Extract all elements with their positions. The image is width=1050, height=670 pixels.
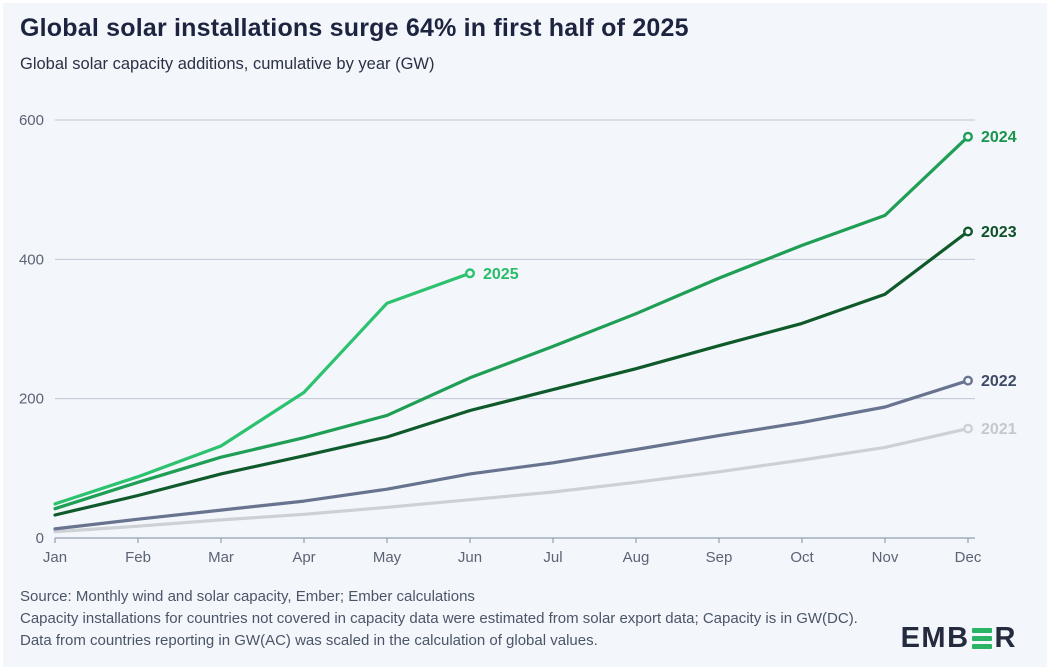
series-line-2024 bbox=[53, 135, 970, 511]
series-endpoint-2025 bbox=[465, 268, 476, 279]
y-tick-label-600: 600 bbox=[19, 112, 44, 129]
ember-logo-text-emb: EMB bbox=[900, 622, 970, 654]
x-tick-label-jul: Jul bbox=[543, 549, 562, 566]
chart-card: Global solar installations surge 64% in … bbox=[3, 3, 1047, 667]
series-label-2024: 2024 bbox=[981, 129, 1017, 146]
series-endpoint-2022 bbox=[963, 375, 974, 386]
series-label-2025: 2025 bbox=[483, 266, 519, 283]
page-title: Global solar installations surge 64% in … bbox=[20, 14, 689, 42]
x-tick-label-aug: Aug bbox=[623, 549, 650, 566]
series-endpoint-2024 bbox=[963, 131, 974, 142]
x-tick-label-apr: Apr bbox=[292, 549, 315, 566]
x-tick-label-nov: Nov bbox=[872, 549, 899, 566]
y-tick-label-0: 0 bbox=[36, 530, 44, 547]
x-tick-label-dec: Dec bbox=[955, 549, 982, 566]
series-label-2021: 2021 bbox=[981, 421, 1017, 438]
x-tick-label-jan: Jan bbox=[43, 549, 67, 566]
series-endpoint-2023 bbox=[963, 226, 974, 237]
series-line-2023 bbox=[53, 229, 970, 517]
series-line-2025 bbox=[53, 271, 472, 506]
series-label-2022: 2022 bbox=[981, 373, 1017, 390]
x-tick-label-sep: Sep bbox=[706, 549, 733, 566]
methodology-note: Capacity installations for countries not… bbox=[20, 610, 858, 649]
x-tick-label-may: May bbox=[373, 549, 402, 566]
y-tick-label-400: 400 bbox=[19, 251, 44, 268]
source-note: Source: Monthly wind and solar capacity,… bbox=[20, 588, 475, 605]
series-endpoint-2021 bbox=[963, 423, 974, 434]
series-line-2022 bbox=[53, 379, 970, 531]
x-tick-label-oct: Oct bbox=[790, 549, 814, 566]
ember-logo: EMB R bbox=[901, 622, 1017, 655]
x-tick-label-feb: Feb bbox=[125, 549, 151, 566]
solar-capacity-line-chart: 0 200 400 600 Jan Feb Mar Apr May Jun Jul Aug Sep Oct… bbox=[19, 112, 1017, 566]
chart-subtitle: Global solar capacity additions, cumulat… bbox=[20, 55, 435, 73]
footer: Source: Monthly wind and solar capacity,… bbox=[20, 586, 868, 652]
ember-logo-text-r: R bbox=[994, 622, 1017, 654]
x-tick-label-mar: Mar bbox=[208, 549, 234, 566]
x-tick-label-jun: Jun bbox=[458, 549, 482, 566]
ember-logo-green-e-icon bbox=[971, 628, 992, 649]
series-label-2023: 2023 bbox=[981, 224, 1017, 241]
y-tick-label-200: 200 bbox=[19, 391, 44, 408]
series-line-2021 bbox=[53, 427, 970, 534]
